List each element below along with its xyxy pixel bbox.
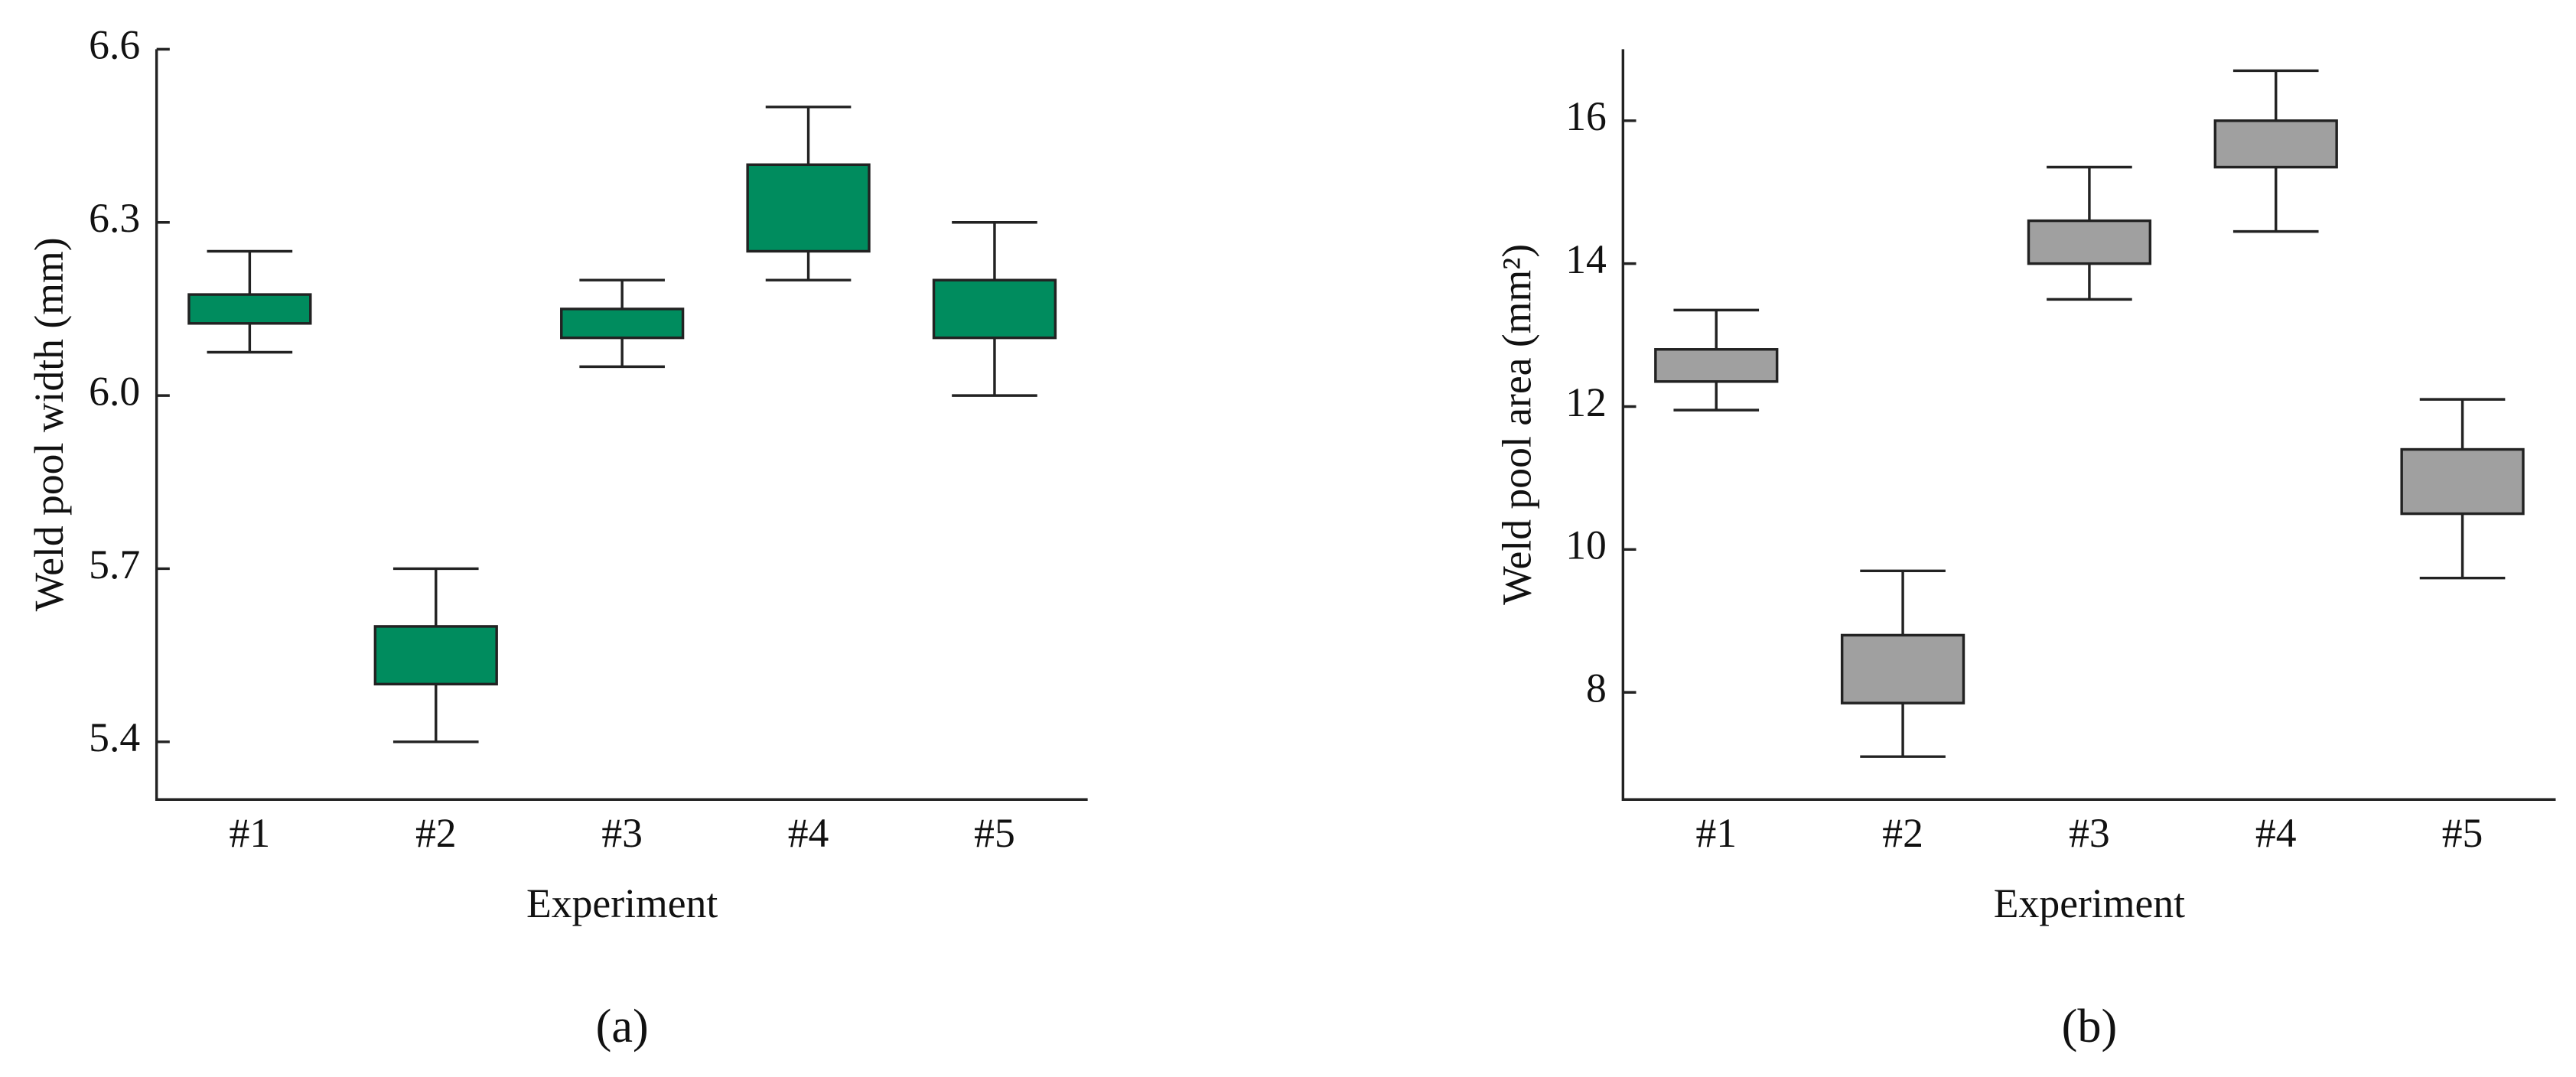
box bbox=[2400, 447, 2525, 516]
x-axis-label: Experiment bbox=[1994, 880, 2185, 926]
y-tick-label: 6.3 bbox=[89, 195, 140, 241]
x-tick-label: #3 bbox=[2069, 810, 2110, 856]
y-tick-label: 10 bbox=[1565, 522, 1607, 568]
x-tick-label: #5 bbox=[974, 810, 1015, 856]
y-tick-label: 14 bbox=[1565, 236, 1607, 282]
y-axis-label: Weld pool area (mm²) bbox=[1494, 244, 1540, 605]
axes bbox=[1621, 49, 2556, 801]
box bbox=[187, 293, 312, 325]
x-tick-label: #4 bbox=[788, 810, 829, 856]
box bbox=[560, 307, 685, 340]
box bbox=[932, 278, 1057, 340]
box bbox=[1654, 348, 1779, 383]
box bbox=[373, 625, 498, 686]
box bbox=[2027, 219, 2152, 265]
y-tick-label: 6.0 bbox=[89, 368, 140, 414]
x-tick-label: #2 bbox=[1882, 810, 1923, 856]
y-tick-label: 12 bbox=[1565, 379, 1607, 425]
y-tick-label: 16 bbox=[1565, 93, 1607, 139]
x-tick-label: #2 bbox=[415, 810, 457, 856]
y-tick-label: 5.4 bbox=[89, 714, 140, 760]
y-axis-label: Weld pool width (mm) bbox=[26, 237, 72, 611]
x-tick-label: #5 bbox=[2442, 810, 2483, 856]
x-axis-label: Experiment bbox=[526, 880, 718, 926]
x-tick-label: #3 bbox=[601, 810, 643, 856]
y-tick-label: 8 bbox=[1586, 665, 1607, 711]
box bbox=[1840, 633, 1965, 704]
x-tick-label: #1 bbox=[230, 810, 271, 856]
box bbox=[2213, 119, 2338, 169]
panel-label: (a) bbox=[596, 1001, 649, 1053]
y-tick-label: 5.7 bbox=[89, 542, 140, 587]
x-tick-label: #1 bbox=[1695, 810, 1737, 856]
x-tick-label: #4 bbox=[2255, 810, 2297, 856]
panel-label: (b) bbox=[2062, 1001, 2118, 1053]
y-tick-label: 6.6 bbox=[89, 22, 140, 68]
axes bbox=[155, 49, 1088, 801]
box bbox=[746, 163, 871, 253]
